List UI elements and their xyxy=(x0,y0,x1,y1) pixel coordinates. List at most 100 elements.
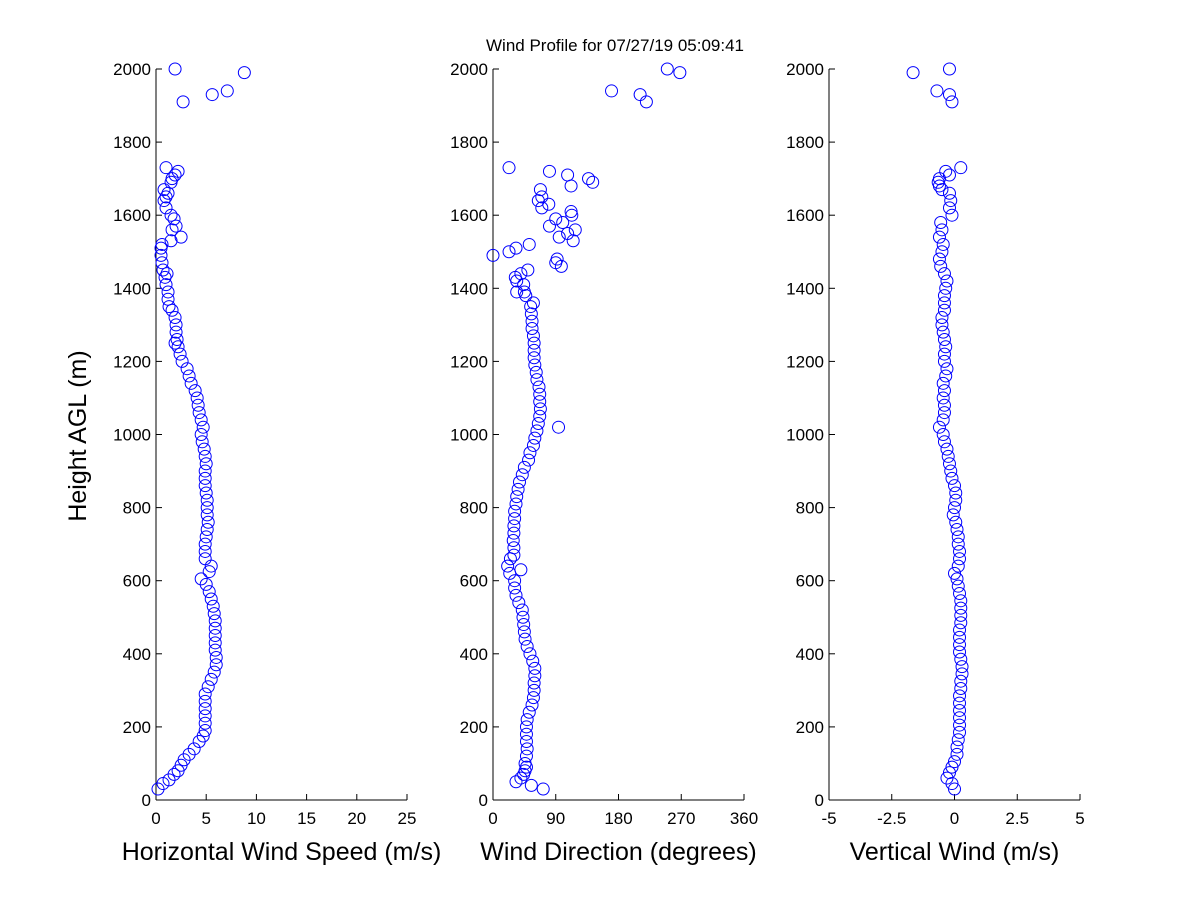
vertical-series xyxy=(906,62,969,796)
speed-data-point xyxy=(161,292,175,306)
direction-data-point xyxy=(530,424,544,438)
speed-data-point xyxy=(164,234,178,248)
vertical-y-tick-label: 1400 xyxy=(786,279,824,298)
speed-y-tick-label: 1400 xyxy=(113,279,151,298)
direction-data-point xyxy=(514,267,528,281)
vertical-data-point xyxy=(951,733,965,747)
direction-y-tick-label: 2000 xyxy=(450,60,488,79)
vertical-data-point xyxy=(950,747,964,761)
direction-data-point xyxy=(527,683,541,697)
vertical-data-point xyxy=(942,88,956,102)
vertical-data-point xyxy=(953,711,967,725)
speed-data-point xyxy=(200,508,214,522)
vertical-data-point xyxy=(932,252,946,266)
speed-x-tick-label: 25 xyxy=(398,809,417,828)
vertical-y-tick-label: 1200 xyxy=(786,352,824,371)
direction-data-point xyxy=(527,351,541,365)
direction-data-point xyxy=(528,661,542,675)
speed-data-point xyxy=(169,219,183,233)
vertical-y-tick-label: 600 xyxy=(796,572,824,591)
direction-data-point xyxy=(552,420,566,434)
direction-data-point xyxy=(525,322,539,336)
direction-data-point xyxy=(486,248,500,262)
vertical-data-point xyxy=(940,274,954,288)
speed-data-point xyxy=(198,716,212,730)
speed-data-point xyxy=(198,471,212,485)
speed-data-point xyxy=(208,614,222,628)
speed-data-point xyxy=(165,223,179,237)
speed-data-point xyxy=(198,724,212,738)
direction-data-point xyxy=(531,417,545,431)
direction-data-point xyxy=(519,720,533,734)
speed-data-point xyxy=(164,208,178,222)
direction-y-tick-label: 1000 xyxy=(450,426,488,445)
direction-data-point xyxy=(522,237,536,251)
direction-data-point xyxy=(556,216,570,230)
direction-x-tick-label: 0 xyxy=(488,809,497,828)
speed-x-tick-label: 5 xyxy=(201,809,210,828)
vertical-data-point xyxy=(955,667,969,681)
direction-data-point xyxy=(536,782,550,796)
vertical-data-point xyxy=(937,398,951,412)
speed-data-point xyxy=(194,572,208,586)
vertical-data-point xyxy=(946,508,960,522)
direction-data-point xyxy=(531,194,545,208)
direction-data-point xyxy=(507,526,521,540)
speed-data-point xyxy=(206,599,220,613)
direction-data-point xyxy=(509,497,523,511)
direction-data-point xyxy=(510,285,524,299)
direction-data-point xyxy=(512,475,526,489)
speed-y-tick-label: 0 xyxy=(142,791,151,810)
speed-data-point xyxy=(194,413,208,427)
direction-data-point xyxy=(527,343,541,357)
direction-data-point xyxy=(517,625,531,639)
speed-data-point xyxy=(199,530,213,544)
direction-data-point xyxy=(561,168,575,182)
direction-data-point xyxy=(507,548,521,562)
vertical-data-point xyxy=(942,168,956,182)
direction-data-point xyxy=(509,588,523,602)
panel-vertical: 0 200 400 600 800 1000 1200 1400 1600 1800 2000 -5 -… xyxy=(786,60,1085,866)
speed-data-point xyxy=(175,354,189,368)
direction-data-point xyxy=(568,223,582,237)
direction-x-axis-label: Wind Direction (degrees) xyxy=(480,838,757,866)
vertical-data-point xyxy=(937,303,951,317)
direction-data-point xyxy=(510,490,524,504)
speed-data-point xyxy=(199,457,213,471)
speed-data-point xyxy=(155,256,169,270)
direction-data-point xyxy=(533,395,547,409)
vertical-x-tick-label: 0 xyxy=(950,809,959,828)
panel-speed: 0 200 400 600 800 1000 1200 1400 1600 1800 2000 0 5 1… xyxy=(113,60,441,866)
vertical-data-point xyxy=(948,755,961,769)
direction-y-tick-label: 1800 xyxy=(450,133,488,152)
speed-data-point xyxy=(209,650,223,664)
direction-data-point xyxy=(508,581,522,595)
speed-data-point xyxy=(161,285,175,299)
direction-data-point xyxy=(528,669,542,683)
speed-data-point xyxy=(198,464,212,478)
vertical-data-point xyxy=(935,311,949,325)
speed-data-point xyxy=(200,501,214,515)
vertical-data-point xyxy=(954,682,968,696)
direction-data-point xyxy=(518,756,532,770)
vertical-data-point xyxy=(953,696,967,710)
speed-data-point xyxy=(169,325,183,339)
speed-data-point xyxy=(174,230,188,244)
speed-data-point xyxy=(159,278,173,292)
speed-data-point xyxy=(180,362,194,376)
direction-data-point xyxy=(605,84,619,98)
vertical-data-point xyxy=(939,369,953,383)
direction-data-point xyxy=(535,201,549,215)
direction-data-point xyxy=(521,263,535,277)
vertical-y-tick-label: 0 xyxy=(815,791,824,810)
speed-y-tick-label: 200 xyxy=(123,718,151,737)
direction-x-tick-label: 270 xyxy=(667,809,695,828)
speed-x-tick-label: 15 xyxy=(297,809,316,828)
direction-y-tick-label: 600 xyxy=(460,572,488,591)
direction-data-point xyxy=(517,618,531,632)
direction-data-point xyxy=(532,380,546,394)
speed-x-axis-label: Horizontal Wind Speed (m/s) xyxy=(122,838,442,866)
speed-data-point xyxy=(159,190,173,204)
vertical-data-point xyxy=(953,544,967,558)
